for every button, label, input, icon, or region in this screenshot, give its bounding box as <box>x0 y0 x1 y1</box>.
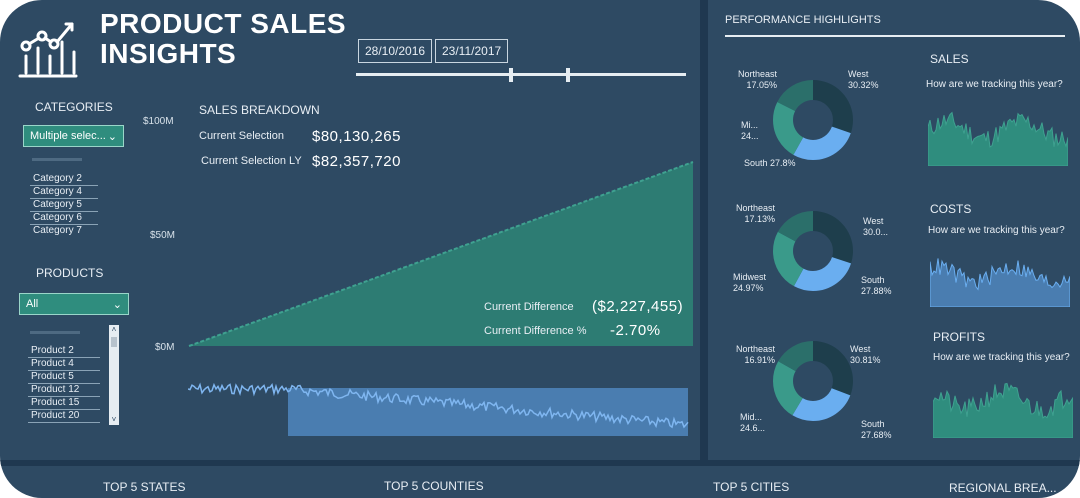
region-donut-profits <box>773 341 853 421</box>
current-difference-pct-label: Current Difference % <box>484 325 587 337</box>
donut-label-midwest: Midwest 24.97% <box>733 272 767 293</box>
scroll-down-icon[interactable]: ˅ <box>111 415 117 424</box>
sales-panel-title: SALES <box>930 52 969 66</box>
products-dropdown-value: All <box>26 298 39 310</box>
bottom-divider <box>0 460 1080 466</box>
difference-line <box>188 382 689 429</box>
current-selection-label: Current Selection <box>199 130 284 142</box>
products-label: PRODUCTS <box>36 266 104 280</box>
product-item[interactable]: Product 12 <box>28 384 100 397</box>
cumulative-sales-line <box>188 161 694 347</box>
chevron-down-icon: ⌄ <box>107 130 117 143</box>
product-item[interactable]: Product 5 <box>28 371 100 384</box>
donut-label-south: South 27.88% <box>861 275 892 296</box>
costs-panel-subtitle: How are we tracking this year? <box>928 225 1065 236</box>
donut-label-midwest: Mid... 24.6... <box>740 412 766 433</box>
performance-underline <box>725 35 1065 37</box>
current-selection-ly-value: $82,357,720 <box>312 153 401 170</box>
donut-label-west: West 30.32% <box>848 69 879 90</box>
donut-label-south: South 27.68% <box>861 419 892 440</box>
product-item[interactable]: Product 20 <box>28 410 100 423</box>
performance-highlights-label: PERFORMANCE HIGHLIGHTS <box>725 14 881 26</box>
current-selection-value: $80,130,265 <box>312 128 401 145</box>
categories-dropdown[interactable]: Multiple selec... ⌄ <box>23 125 124 147</box>
categories-dropdown-value: Multiple selec... <box>30 130 106 142</box>
donut-label-northeast: Northeast 17.05% <box>737 69 777 90</box>
date-slider-track[interactable] <box>356 73 686 76</box>
top-5-counties-label: TOP 5 COUNTIES <box>384 479 484 493</box>
donut-label-northeast: Northeast 17.13% <box>735 203 775 224</box>
current-difference-value: ($2,227,455) <box>592 298 684 315</box>
sales-sparkline <box>928 111 1068 166</box>
sales-breakdown-label: SALES BREAKDOWN <box>199 103 320 117</box>
donut-label-west: West 30.81% <box>850 344 881 365</box>
categories-label: CATEGORIES <box>35 100 113 114</box>
y-tick-label: $50M <box>150 230 176 241</box>
costs-sparkline <box>930 258 1070 307</box>
categories-list-faded-row: ▬▬▬▬▬ ▬▬▬ <box>32 153 82 165</box>
difference-trend-chart <box>188 382 689 436</box>
products-list: Product 2 Product 4 Product 5 Product 12… <box>28 345 100 429</box>
donut-label-south: South 27.8% <box>744 158 796 168</box>
products-scrollbar[interactable]: ˄ ˅ <box>109 325 119 425</box>
donut-label-northeast: Northeast 16.91% <box>735 344 775 365</box>
region-donut-sales <box>773 80 853 160</box>
scrollbar-thumb[interactable] <box>111 337 117 347</box>
category-item[interactable]: Category 7 <box>33 225 82 236</box>
title-line-2: INSIGHTS <box>100 38 237 70</box>
title-line-1: PRODUCT SALES <box>100 8 347 39</box>
cumulative-sales-area-chart <box>188 161 694 347</box>
category-item[interactable]: Category 2 <box>30 173 98 186</box>
category-item[interactable]: Category 5 <box>30 199 98 212</box>
profits-panel-subtitle: How are we tracking this year? <box>933 352 1070 363</box>
categories-list: Category 2 Category 4 Category 5 Categor… <box>30 173 98 237</box>
product-item[interactable]: Product 15 <box>28 397 100 410</box>
date-start-input[interactable]: 28/10/2016 <box>358 39 433 63</box>
y-tick-label: $0M <box>155 342 175 353</box>
regional-breakdown-label: REGIONAL BREA... <box>949 481 1057 495</box>
panel-divider <box>700 0 708 460</box>
current-selection-ly-label: Current Selection LY <box>201 155 302 167</box>
products-dropdown[interactable]: All ⌄ <box>19 293 129 315</box>
donut-label-west: West 30.0... <box>863 216 889 237</box>
difference-band <box>288 388 688 436</box>
category-item[interactable]: Category 4 <box>30 186 98 199</box>
y-tick-label: $100M <box>143 116 174 127</box>
top-5-cities-label: TOP 5 CITIES <box>713 480 790 494</box>
current-difference-pct-value: -2.70% <box>610 322 661 339</box>
page-title: PRODUCT SALES INSIGHTS <box>100 8 347 70</box>
chart-logo-icon <box>18 22 78 78</box>
chevron-down-icon: ⌄ <box>112 298 122 311</box>
profits-panel-title: PROFITS <box>933 330 986 344</box>
date-slider-end-handle[interactable] <box>566 68 570 82</box>
product-item[interactable]: Product 2 <box>28 345 100 358</box>
category-item[interactable]: Category 6 <box>30 212 98 225</box>
date-end-input[interactable]: 23/11/2017 <box>435 39 509 63</box>
sales-panel-subtitle: How are we tracking this year? <box>926 79 1063 90</box>
region-donut-costs <box>773 211 853 291</box>
donut-label-midwest: Mi... 24... <box>741 120 759 141</box>
scroll-up-icon[interactable]: ˄ <box>111 325 117 334</box>
date-slider-start-handle[interactable] <box>509 68 513 82</box>
product-item[interactable]: Product 4 <box>28 358 100 371</box>
current-difference-label: Current Difference <box>484 301 574 313</box>
costs-panel-title: COSTS <box>930 202 972 216</box>
products-list-faded-row: ▬▬▬▬▬ ▬▬▬ <box>30 326 80 338</box>
top-5-states-label: TOP 5 STATES <box>103 480 186 494</box>
profits-sparkline <box>933 382 1073 438</box>
